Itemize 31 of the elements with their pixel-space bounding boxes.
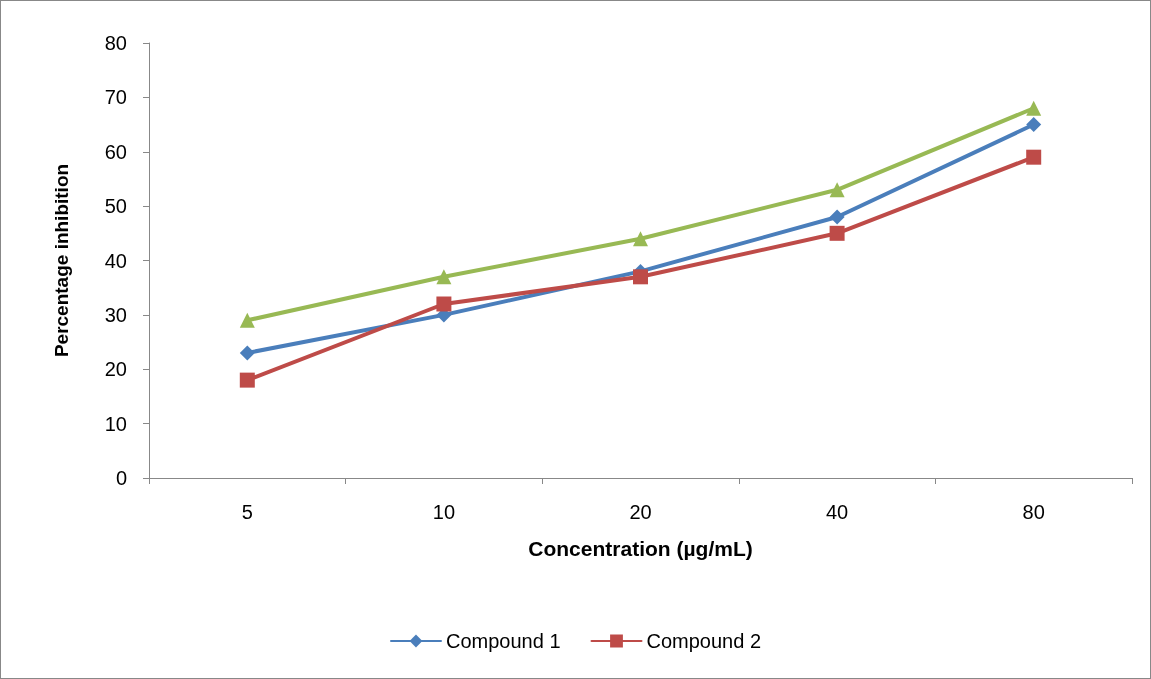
point <box>1026 100 1042 116</box>
point <box>239 372 255 388</box>
y-tick-label: 0 <box>115 467 127 489</box>
point <box>239 312 255 328</box>
y-tick-label: 50 <box>104 195 127 218</box>
y-tick-label: 10 <box>104 412 127 435</box>
point <box>1026 117 1042 133</box>
y-tick-label: 60 <box>104 140 127 163</box>
x-tick-label: 80 <box>1022 501 1045 523</box>
legend-label: Compound 2 <box>646 630 762 652</box>
point <box>633 231 648 247</box>
y-axis-title: Percentage inhibition <box>51 163 72 358</box>
point <box>633 269 648 285</box>
y-tick-label: 30 <box>104 303 127 326</box>
x-tick-label: 10 <box>432 501 456 523</box>
point <box>239 345 255 361</box>
point <box>1026 149 1042 165</box>
point <box>829 182 845 198</box>
y-tick-label: 40 <box>104 249 127 272</box>
x-tick-label: 20 <box>629 501 652 523</box>
legend-label: Compound 1 <box>445 630 561 652</box>
point <box>436 269 452 285</box>
point <box>829 225 845 241</box>
y-tick-label: 70 <box>104 86 127 109</box>
x-tick-label: 40 <box>825 501 849 523</box>
y-tick-label: 80 <box>104 32 127 54</box>
y-tick-label: 20 <box>104 358 127 381</box>
point <box>829 209 845 225</box>
x-tick-label: 5 <box>241 501 253 523</box>
x-axis-title: Concentration (µg/mL) <box>528 537 753 560</box>
point <box>436 296 452 312</box>
